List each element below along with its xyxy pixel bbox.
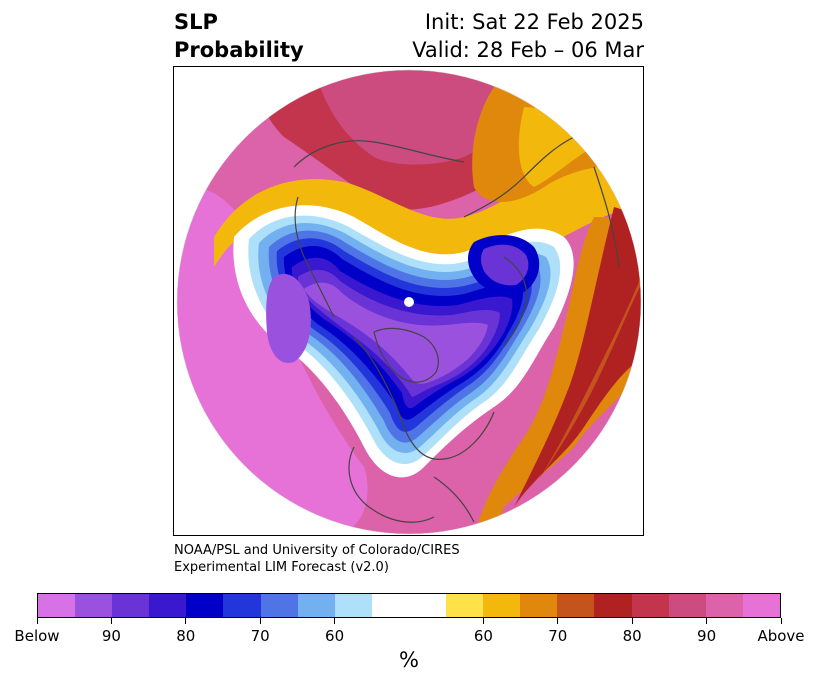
colorbar-tick <box>185 618 187 624</box>
colorbar-tick-label: 60 <box>325 627 345 645</box>
colorbar-swatch <box>371 594 409 617</box>
colorbar-tick <box>482 618 484 624</box>
colorbar-swatch <box>594 594 632 617</box>
title-left: SLP Probability <box>174 8 304 64</box>
colorbar-swatch <box>742 594 780 617</box>
colorbar-tick-label: 90 <box>101 627 121 645</box>
colorbar-tick-label: Below <box>14 627 60 645</box>
colorbar-tick <box>780 618 782 624</box>
colorbar-swatch <box>446 594 484 617</box>
colorbar-swatch <box>483 594 521 617</box>
colorbar-swatch <box>408 594 447 617</box>
colorbar-swatch <box>223 594 261 617</box>
colorbar-swatch <box>520 594 558 617</box>
map-panel <box>173 66 644 536</box>
colorbar-tick-label: 60 <box>473 627 493 645</box>
probability-field <box>177 70 641 534</box>
colorbar-tick <box>110 618 112 624</box>
coastlines <box>293 136 620 523</box>
colorbar-tick-label: 80 <box>176 627 196 645</box>
title-slp: SLP <box>174 10 218 34</box>
valid-range: Valid: 28 Feb – 06 Mar <box>412 38 644 62</box>
colorbar-unit: % <box>399 648 419 672</box>
colorbar-swatch <box>557 594 595 617</box>
colorbar-swatch <box>334 594 372 617</box>
colorbar-swatch <box>75 594 113 617</box>
colorbar-tick <box>334 618 336 624</box>
credit-line-1: NOAA/PSL and University of Colorado/CIRE… <box>174 543 460 558</box>
colorbar-swatch <box>186 594 224 617</box>
colorbar-tick <box>706 618 708 624</box>
title-probability: Probability <box>174 38 304 62</box>
colorbar-swatch <box>112 594 150 617</box>
colorbar-tick-label: 90 <box>697 627 717 645</box>
init-date: Init: Sat 22 Feb 2025 <box>424 10 644 34</box>
colorbar-tick <box>557 618 559 624</box>
colorbar-tick-label: 70 <box>548 627 568 645</box>
map-boundary <box>176 69 642 535</box>
colorbar-tick <box>36 618 38 624</box>
credit-line-2: Experimental LIM Forecast (v2.0) <box>174 560 389 575</box>
colorbar-swatch <box>38 594 76 617</box>
colorbar-tick-label: Above <box>757 627 805 645</box>
colorbar-tick-label: 70 <box>250 627 270 645</box>
colorbar-swatch <box>705 594 743 617</box>
colorbar-tick <box>259 618 261 624</box>
credit-text: NOAA/PSL and University of Colorado/CIRE… <box>174 542 460 576</box>
colorbar <box>37 593 781 618</box>
colorbar-swatch <box>260 594 298 617</box>
colorbar-tick-label: 80 <box>622 627 642 645</box>
colorbar-tick <box>631 618 633 624</box>
colorbar-swatch <box>668 594 706 617</box>
polar-map <box>176 69 642 535</box>
colorbar-swatch <box>149 594 187 617</box>
colorbar-swatch <box>297 594 335 617</box>
title-right: Init: Sat 22 Feb 2025 Valid: 28 Feb – 06… <box>412 8 644 64</box>
colorbar-swatch <box>631 594 669 617</box>
